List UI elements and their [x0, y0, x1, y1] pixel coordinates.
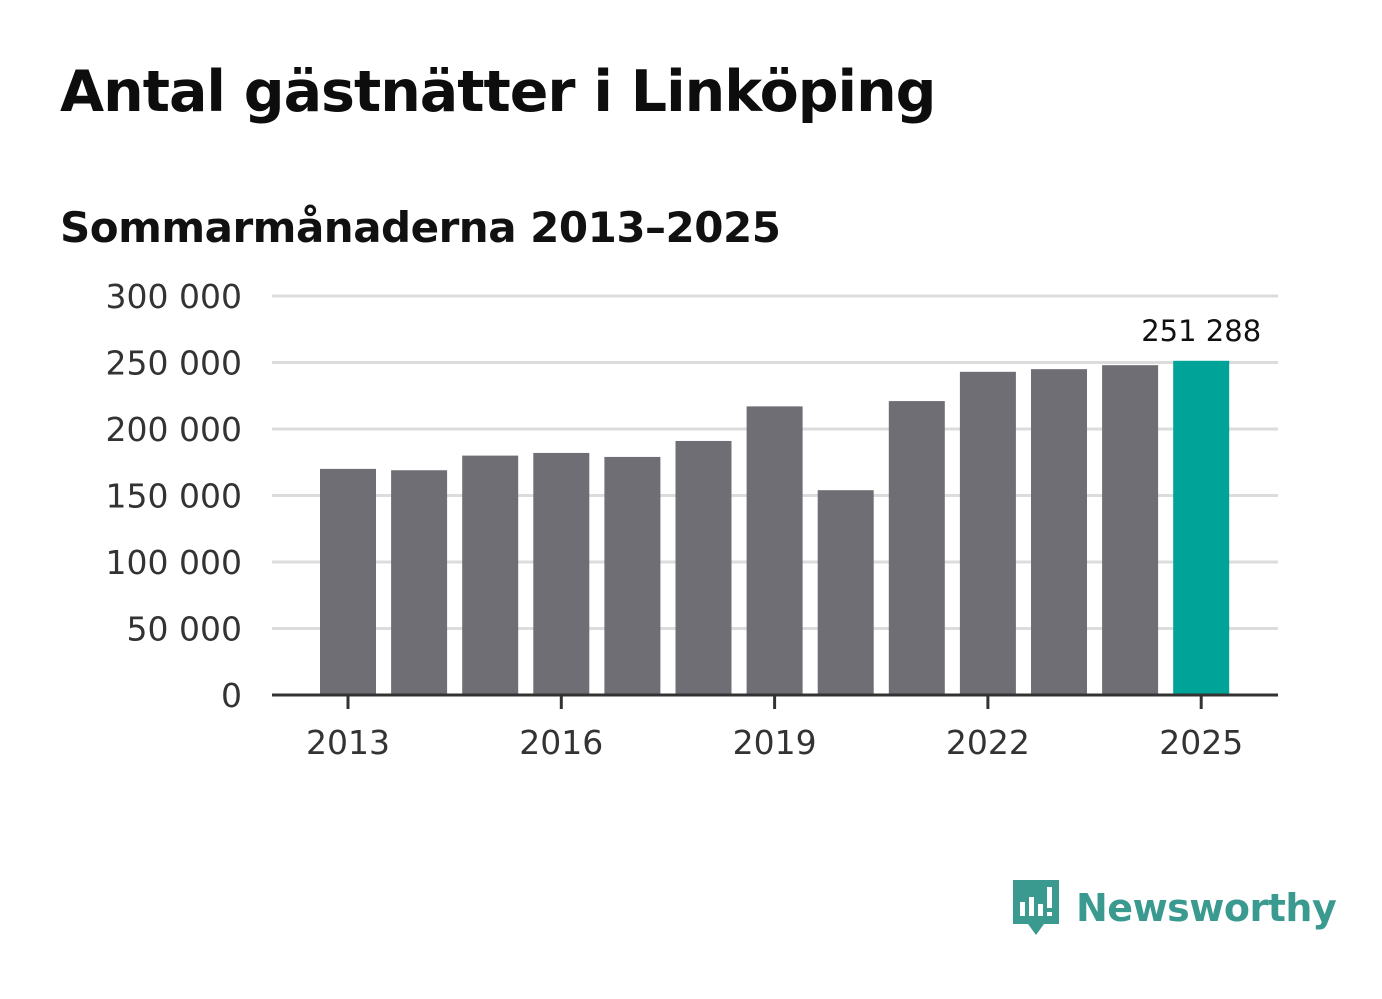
bar: [391, 470, 448, 695]
newsworthy-bar-chart-icon: [1013, 880, 1059, 935]
bars: [320, 360, 1230, 695]
x-axis-tick-labels: 2013 2016 2019 2022 2025: [306, 723, 1243, 762]
y-tick-label: 50 000: [127, 610, 242, 649]
y-tick-label: 100 000: [106, 543, 242, 582]
bar: [604, 456, 661, 695]
bar: [746, 406, 803, 695]
bar: [320, 468, 376, 695]
brand-name: Newsworthy: [1076, 886, 1337, 930]
bar: [675, 440, 732, 695]
chart-title: Antal gästnätter i Linköping: [60, 59, 936, 125]
y-axis-tick-labels: 0 50 000 100 000 150 000 200 000 250 000 300 0…: [106, 277, 242, 715]
x-tick-label: 2016: [519, 723, 603, 762]
data-labels: 251 288: [1141, 314, 1261, 348]
y-tick-label: 200 000: [106, 410, 242, 449]
bar: [462, 455, 519, 695]
bar: [959, 371, 1016, 695]
chart-subtitle: Sommarmånaderna 2013–2025: [60, 203, 781, 252]
x-tick-label: 2022: [946, 723, 1030, 762]
newsworthy-logo: Newsworthy: [1010, 878, 1337, 938]
bar: [1102, 365, 1159, 695]
data-label-highlight: 251 288: [1141, 314, 1261, 348]
bar: [1031, 369, 1087, 695]
y-tick-label: 250 000: [106, 344, 242, 383]
x-axis: [272, 693, 1278, 709]
x-tick-label: 2019: [733, 723, 817, 762]
y-tick-label: 0: [221, 676, 242, 715]
bar-highlight: [1173, 360, 1230, 695]
x-tick-label: 2025: [1159, 723, 1243, 762]
bar: [888, 401, 945, 695]
y-tick-label: 150 000: [106, 477, 242, 516]
x-tick-label: 2013: [306, 723, 390, 762]
bar: [817, 490, 874, 695]
y-tick-label: 300 000: [106, 277, 242, 316]
bar: [533, 452, 590, 695]
